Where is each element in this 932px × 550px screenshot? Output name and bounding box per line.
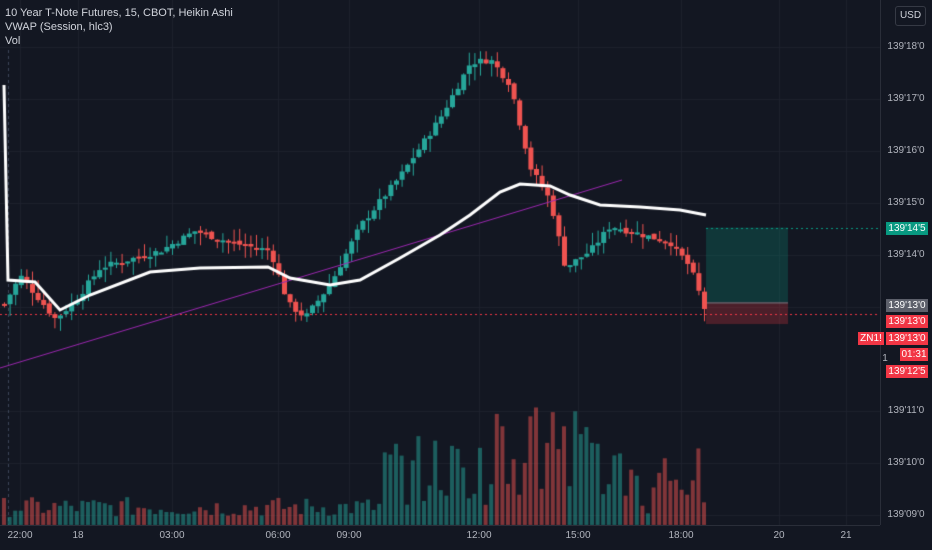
price-tick-label: 139'16'0 (887, 145, 925, 156)
symbol-tag-badge: ZN1! (858, 332, 884, 345)
partial-axis-label: 1 (882, 353, 888, 364)
symbol-title[interactable]: 10 Year T-Note Futures, 15, CBOT, Heikin… (5, 7, 233, 19)
time-tick-label: 09:00 (336, 530, 362, 541)
time-tick-label: 18:00 (668, 530, 694, 541)
time-tick-label: 03:00 (159, 530, 185, 541)
price-tick-label: 139'15'0 (887, 197, 925, 208)
stop-price-badge: 139'13'0 (886, 332, 928, 345)
currency-button[interactable]: USD (895, 6, 926, 26)
time-tick-label: 18 (72, 530, 84, 541)
time-tick-label: 20 (773, 530, 785, 541)
entry-price-badge: 139'13'0 (886, 299, 928, 312)
time-tick-label: 15:00 (565, 530, 591, 541)
price-tick-label: 139'14'0 (887, 249, 925, 260)
time-tick-label: 22:00 (7, 530, 33, 541)
price-axis[interactable]: 139'18'0 139'17'0 139'16'0 139'15'0 139'14'0… (880, 0, 932, 550)
target-price-badge: 139'14'5 (886, 222, 928, 235)
price-tick-label: 139'18'0 (887, 41, 925, 52)
time-tick-label: 12:00 (466, 530, 492, 541)
time-tick-label: 06:00 (265, 530, 291, 541)
price-tick-label: 139'10'0 (887, 457, 925, 468)
volume-indicator-label[interactable]: Vol (5, 35, 21, 47)
price-axis-border (880, 0, 881, 525)
price-tick-label: 139'09'0 (887, 509, 925, 520)
vwap-indicator-label[interactable]: VWAP (Session, hlc3) (5, 21, 113, 33)
stop-loss-badge: 139'12'5 (886, 365, 928, 378)
last-price-badge: 139'13'0 (886, 315, 928, 328)
price-tick-label: 139'17'0 (887, 93, 925, 104)
price-tick-label: 139'11'0 (887, 405, 925, 416)
time-tick-label: 21 (840, 530, 852, 541)
chart-legend: 10 Year T-Note Futures, 15, CBOT, Heikin… (5, 6, 233, 48)
time-axis-border (0, 525, 880, 526)
bar-countdown-badge: 01:31 (900, 348, 928, 361)
